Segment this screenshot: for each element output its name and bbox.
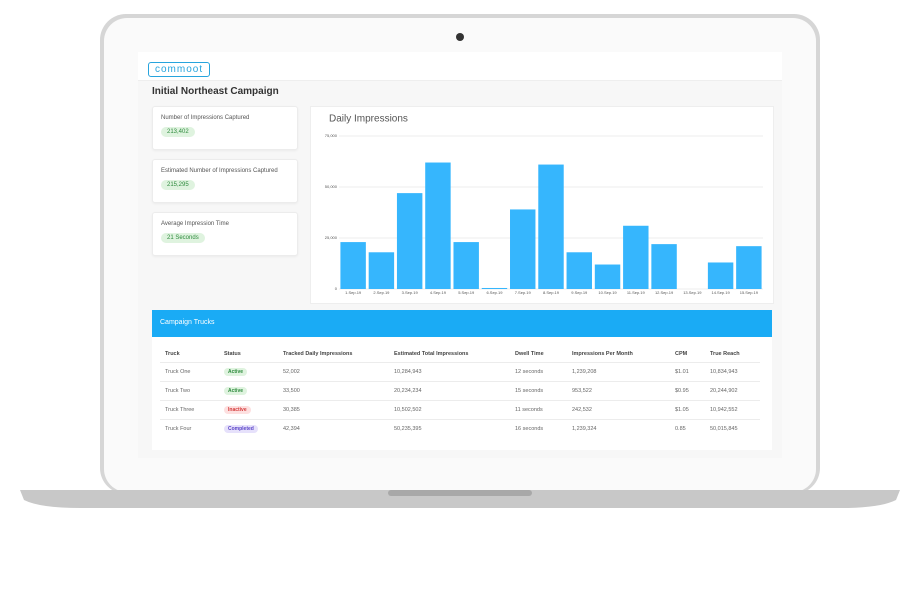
bar — [594, 264, 621, 289]
top-bar: commoot — [138, 52, 782, 81]
column-header: Impressions Per Month — [572, 351, 633, 357]
bar — [425, 162, 451, 289]
status-badge: Completed — [224, 425, 258, 433]
x-tick-label: 15.Sep.19 — [740, 290, 759, 295]
table-cell: 20,234,234 — [394, 388, 422, 394]
x-tick-label: 5.Sep.19 — [458, 290, 475, 295]
bar — [736, 246, 762, 289]
card-value: 213,402 — [161, 127, 195, 137]
card-label: Number of Impressions Captured — [161, 115, 250, 121]
bar — [538, 164, 564, 289]
x-tick-label: 4.Sep.19 — [430, 290, 447, 295]
bar — [340, 242, 366, 289]
bar — [651, 244, 677, 289]
table-cell: 42,394 — [283, 426, 300, 432]
bar — [707, 262, 734, 289]
x-tick-label: 11.Sep.19 — [627, 290, 646, 295]
stat-card: Number of Impressions Captured 213,402 — [152, 106, 298, 150]
status-badge: Inactive — [224, 406, 251, 414]
card-value: 21 Seconds — [161, 233, 205, 243]
table-cell: 15 seconds — [515, 388, 544, 394]
table-cell: 10,942,552 — [710, 407, 738, 413]
stat-card: Estimated Number of Impressions Captured… — [152, 159, 298, 203]
table-header-bar: Campaign Trucks — [152, 310, 772, 337]
y-tick-label: 0 — [335, 286, 338, 291]
column-header: Dwell Time — [515, 351, 544, 357]
table-cell: 1,239,208 — [572, 369, 597, 375]
y-tick-label: 25,000 — [325, 235, 338, 240]
laptop-base — [20, 490, 900, 508]
table-cell: 30,385 — [283, 407, 300, 413]
hinge-notch — [388, 490, 532, 496]
bar — [623, 225, 649, 289]
table-cell: 11 seconds — [515, 407, 543, 413]
table-title: Campaign Trucks — [160, 319, 215, 326]
table-cell: 1,239,324 — [572, 426, 597, 432]
row-divider — [160, 400, 760, 401]
table-cell: Truck One — [165, 369, 191, 375]
bar — [481, 287, 508, 289]
y-tick-label: 50,000 — [325, 184, 338, 189]
table-cell: Truck Four — [165, 426, 192, 432]
chart-title: Daily Impressions — [329, 114, 408, 125]
table-cell: 50,235,395 — [394, 426, 422, 432]
x-tick-label: 14.Sep.19 — [711, 290, 730, 295]
x-tick-label: 8.Sep.19 — [543, 290, 560, 295]
bar — [453, 242, 479, 289]
table-cell: 953,522 — [572, 388, 592, 394]
chart-panel: Daily Impressions 0 25,000 50,000 75,000 1.S… — [310, 106, 774, 304]
page-title: Initial Northeast Campaign — [152, 86, 279, 97]
status-badge: Active — [224, 387, 248, 395]
table-cell: 10,834,943 — [710, 369, 738, 375]
chart: Daily Impressions 0 25,000 50,000 75,000 1.S… — [325, 114, 763, 295]
column-header: Truck — [165, 351, 180, 357]
stat-card: Average Impression Time 21 Seconds — [152, 212, 298, 256]
table-cell: 16 seconds — [515, 426, 544, 432]
table-cell: 10,284,943 — [394, 369, 422, 375]
table-cell: 12 seconds — [515, 369, 544, 375]
row-divider — [160, 362, 760, 363]
status-badge: Active — [224, 368, 248, 376]
x-tick-label: 12.Sep.19 — [655, 290, 674, 295]
x-tick-label: 9.Sep.19 — [571, 290, 588, 295]
logo[interactable]: commoot — [148, 62, 211, 77]
y-tick-label: 75,000 — [325, 133, 338, 138]
card-label: Average Impression Time — [161, 221, 229, 227]
card-value: 215,295 — [161, 180, 195, 190]
x-tick-label: 7.Sep.19 — [515, 290, 532, 295]
row-divider — [160, 381, 760, 382]
table-cell: 50,015,845 — [710, 426, 738, 432]
table-cell: $1.05 — [675, 407, 689, 413]
table-cell: 33,500 — [283, 388, 300, 394]
row-divider — [160, 419, 760, 420]
x-tick-label: 13.Sep.19 — [683, 290, 702, 295]
column-header: Status — [224, 351, 241, 357]
table-cell: 20,244,902 — [710, 388, 738, 394]
table-cell: $0.95 — [675, 388, 689, 394]
table-cell: 10,502,502 — [394, 407, 422, 413]
x-tick-label: 1.Sep.19 — [345, 290, 362, 295]
table-cell: Truck Three — [165, 407, 195, 413]
bar — [368, 252, 395, 289]
x-tick-label: 6.Sep.19 — [486, 290, 503, 295]
table-cell: 0.85 — [675, 426, 686, 432]
bar — [510, 209, 536, 289]
table-cell: 52,002 — [283, 369, 300, 375]
table-cell: $1.01 — [675, 369, 689, 375]
x-tick-label: 3.Sep.19 — [402, 290, 419, 295]
camera — [456, 33, 464, 41]
table-cell: 242,532 — [572, 407, 592, 413]
column-header: True Reach — [710, 351, 740, 357]
card-label: Estimated Number of Impressions Captured — [161, 168, 278, 174]
bar — [566, 252, 592, 289]
bar — [396, 193, 423, 289]
column-header: Tracked Daily Impressions — [283, 351, 353, 357]
x-tick-label: 10.Sep.19 — [598, 290, 617, 295]
table-cell: Truck Two — [165, 388, 191, 394]
column-header: Estimated Total Impressions — [394, 351, 469, 357]
x-tick-label: 2.Sep.19 — [373, 290, 390, 295]
column-header: CPM — [675, 351, 688, 357]
